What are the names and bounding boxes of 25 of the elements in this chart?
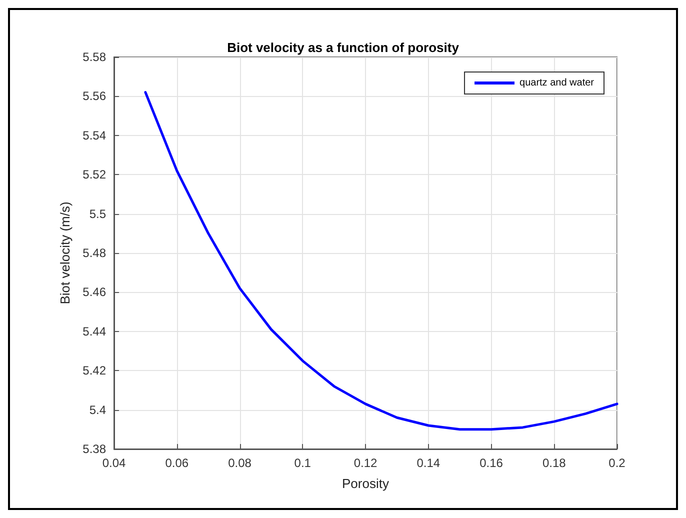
x-axis-title: Porosity — [342, 476, 390, 491]
y-tick-label: 5.58 — [82, 50, 106, 64]
y-tick-label: 5.42 — [82, 364, 106, 378]
y-axis-title: Biot velocity (m/s) — [58, 202, 73, 304]
y-tick-label: 5.52 — [82, 168, 106, 182]
x-tick-label: 0.1 — [294, 456, 312, 470]
y-tick-label: 5.5 — [89, 206, 106, 221]
x-tick-label: 0.16 — [480, 456, 504, 470]
y-tick-label: 5.46 — [82, 285, 106, 300]
y-tick-label: 5.4 — [89, 402, 106, 417]
x-tick-label: 0.06 — [165, 456, 189, 470]
x-tick-label: 0.14 — [416, 456, 440, 470]
y-tick-label: 5.54 — [82, 128, 106, 142]
x-tick-label: 0.12 — [354, 456, 378, 470]
x-tick-label: 0.18 — [542, 456, 566, 470]
x-tick-label: 0.04 — [102, 456, 126, 470]
y-tick-label: 5.56 — [82, 89, 106, 104]
x-tick-label: 0.2 — [608, 456, 626, 470]
line-series — [144, 91, 618, 431]
legend-label: quartz and water — [520, 78, 595, 88]
x-tick-label: 0.08 — [228, 456, 252, 470]
y-tick-label: 5.48 — [82, 246, 106, 260]
chart-title: Biot velocity as a function of porosity — [227, 40, 460, 55]
y-tick-label: 5.44 — [82, 324, 106, 338]
y-tick-label: 5.38 — [82, 442, 106, 456]
